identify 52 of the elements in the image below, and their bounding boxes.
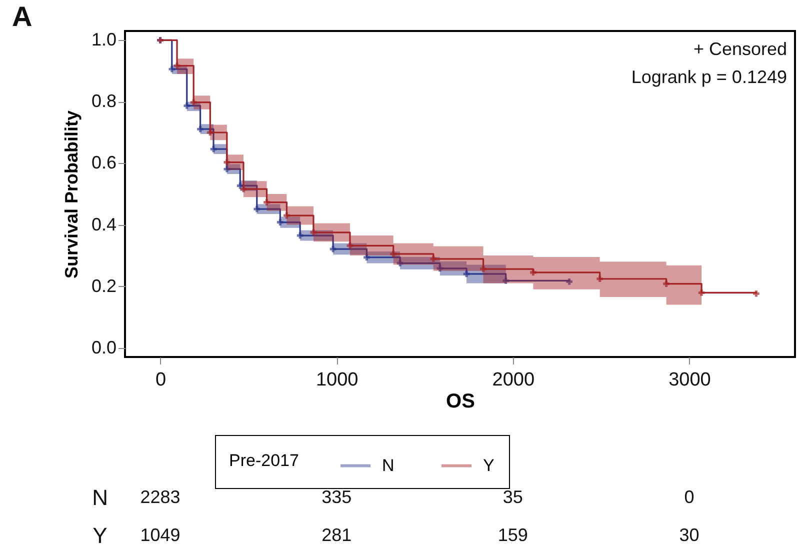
point bbox=[224, 159, 230, 166]
point bbox=[310, 229, 317, 236]
point bbox=[346, 242, 354, 249]
point bbox=[168, 66, 176, 72]
y-tick-label: 0.2 bbox=[91, 276, 116, 296]
legend-label: N bbox=[382, 456, 394, 475]
point bbox=[596, 276, 603, 282]
x-tick-label: 0 bbox=[155, 370, 166, 390]
legend-label: Y bbox=[483, 456, 494, 475]
point bbox=[436, 265, 444, 272]
point bbox=[174, 62, 180, 69]
y-tick-label: 0.8 bbox=[91, 91, 116, 112]
point bbox=[240, 186, 247, 192]
point bbox=[698, 290, 705, 296]
point bbox=[207, 129, 214, 136]
text: A bbox=[12, 1, 32, 32]
y-tick-label: 0.6 bbox=[91, 152, 116, 173]
point bbox=[566, 278, 572, 285]
legend-title: Pre-2017 bbox=[229, 451, 299, 470]
point bbox=[396, 260, 404, 266]
annotation: + Censored bbox=[693, 39, 787, 59]
x-axis-title: OS bbox=[446, 390, 475, 412]
point bbox=[224, 166, 230, 172]
point bbox=[430, 256, 437, 262]
point bbox=[284, 212, 290, 219]
point bbox=[663, 280, 670, 287]
annotation: Logrank p = 0.1249 bbox=[631, 67, 787, 87]
y-tick-label: 0.4 bbox=[91, 214, 116, 234]
point bbox=[502, 278, 510, 284]
text: N 2283 335 35 0 bbox=[92, 485, 694, 510]
x-tick-label: 3000 bbox=[668, 370, 711, 390]
point bbox=[264, 199, 270, 206]
y-axis-title: Survival Probability bbox=[61, 110, 82, 279]
point bbox=[197, 126, 204, 132]
x-tick-label: 1000 bbox=[316, 370, 358, 390]
point bbox=[210, 146, 217, 152]
point bbox=[530, 269, 536, 276]
x-tick-label: 2000 bbox=[492, 370, 535, 390]
point bbox=[463, 270, 470, 278]
point bbox=[190, 99, 197, 106]
point bbox=[753, 290, 760, 297]
point bbox=[254, 206, 260, 212]
point bbox=[480, 266, 486, 272]
y-tick-label: 0.0 bbox=[91, 337, 116, 358]
point bbox=[364, 254, 370, 261]
point bbox=[330, 246, 336, 252]
point bbox=[296, 232, 304, 239]
point bbox=[184, 102, 190, 109]
text: Y 1049 281 159 30 bbox=[92, 523, 700, 548]
point bbox=[390, 250, 397, 258]
y-tick-label: 1.0 bbox=[91, 30, 116, 50]
point bbox=[276, 219, 284, 226]
